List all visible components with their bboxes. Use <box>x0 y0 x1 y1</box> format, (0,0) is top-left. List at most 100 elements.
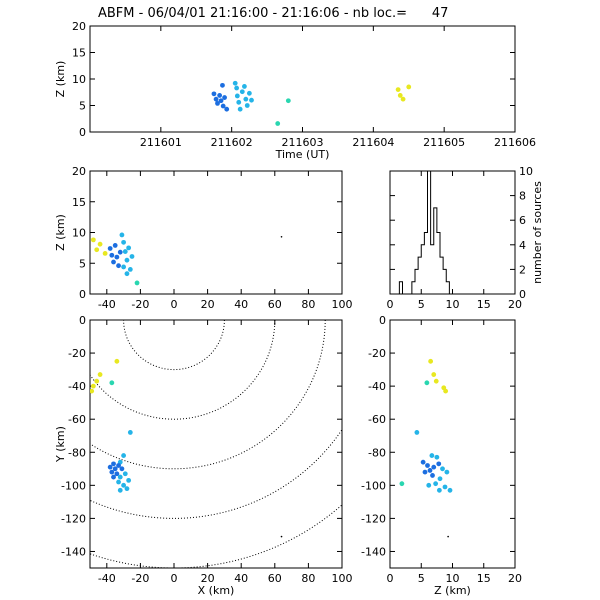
data-point <box>430 473 435 478</box>
data-point <box>447 487 453 493</box>
x-tick-label: 60 <box>268 298 282 311</box>
data-point <box>406 84 412 90</box>
data-point <box>90 383 96 389</box>
x-tick-label: 211601 <box>140 136 182 149</box>
y-tick-label: -100 <box>361 479 386 492</box>
data-point <box>414 430 420 435</box>
data-point <box>433 481 439 487</box>
data-point <box>116 263 121 269</box>
data-point <box>244 103 250 108</box>
data-point <box>422 469 428 475</box>
x-z-y-axis-label: Z (km) <box>54 214 67 251</box>
x-tick-label: 60 <box>268 572 282 585</box>
x-tick-label: 211604 <box>352 136 394 149</box>
data-point <box>117 474 123 480</box>
data-point <box>239 89 245 95</box>
x-y-y-axis-label: Y (km) <box>54 426 67 463</box>
x-tick-label: 20 <box>508 572 522 585</box>
data-point <box>124 271 130 277</box>
time-height-x-axis-label: Time (UT) <box>275 148 330 161</box>
x-tick-label: -20 <box>131 298 149 311</box>
z-y-panel: 0 5 10 15 20 -140 -120 -100 -80 -60 -40 -20 0 Z (km) <box>361 314 522 597</box>
data-point <box>242 84 247 89</box>
y-tick-label: -60 <box>68 413 86 426</box>
data-point <box>117 487 123 493</box>
data-point <box>395 87 401 92</box>
x-tick-label: -40 <box>98 298 116 311</box>
y-tick-label: -80 <box>368 446 386 459</box>
data-point <box>112 243 118 248</box>
data-point <box>426 482 432 488</box>
data-point <box>102 251 108 256</box>
y-tick-label: 5 <box>79 100 86 113</box>
x-z-panel: -40 -20 0 20 40 60 80 100 0 5 10 15 20 Z (km) <box>54 165 353 311</box>
data-point <box>434 454 440 460</box>
y-tick-label: 6 <box>519 214 526 227</box>
data-point <box>124 257 130 263</box>
y-tick-label: 10 <box>519 165 533 178</box>
y-tick-label: 0 <box>79 126 86 139</box>
time-height-frame <box>89 25 516 133</box>
data-point <box>224 106 230 112</box>
x-tick-label: 40 <box>234 298 248 311</box>
x-tick-label: 5 <box>418 298 425 311</box>
y-tick-label: 2 <box>519 263 526 276</box>
time-height-panel: 211601 211602 211603 211604 211605 211606 0 5 10… <box>54 20 536 161</box>
histogram-bar <box>431 245 434 294</box>
y-tick-label: -140 <box>361 545 386 558</box>
time-height-y-axis-label: Z (km) <box>54 61 67 98</box>
x-tick-label: 211605 <box>423 136 465 149</box>
y-tick-label: -100 <box>61 479 86 492</box>
y-tick-label: 4 <box>519 239 526 252</box>
data-point <box>236 99 242 105</box>
y-tick-label: -20 <box>68 347 86 360</box>
data-point <box>124 486 130 492</box>
data-point <box>243 96 249 102</box>
data-point <box>232 80 238 86</box>
data-point <box>94 378 100 384</box>
x-tick-label: 20 <box>201 572 215 585</box>
x-tick-label: 10 <box>446 298 460 311</box>
x-tick-label: 10 <box>446 572 460 585</box>
y-tick-label: -80 <box>68 446 86 459</box>
y-tick-label: 0 <box>379 314 386 327</box>
data-point <box>234 93 240 99</box>
y-tick-label: 20 <box>72 165 86 178</box>
data-point <box>97 372 103 377</box>
data-point <box>107 464 113 470</box>
x-tick-label: 40 <box>234 572 248 585</box>
data-point <box>112 466 118 472</box>
data-point <box>111 461 116 467</box>
y-tick-label: 0 <box>79 314 86 327</box>
data-point <box>424 380 430 386</box>
y-tick-label: 20 <box>72 20 86 33</box>
range-rings <box>90 320 342 568</box>
data-point <box>433 378 439 384</box>
x-tick-label: 20 <box>508 298 522 311</box>
data-point <box>111 259 116 265</box>
data-point <box>437 476 443 482</box>
y-tick-label: 10 <box>72 73 86 86</box>
data-point <box>431 464 437 470</box>
data-point <box>116 479 121 485</box>
data-point <box>119 466 125 472</box>
z-y-x-axis-label: Z (km) <box>434 584 471 597</box>
data-point <box>275 121 281 126</box>
data-point <box>107 246 113 251</box>
data-point <box>111 474 116 480</box>
data-point <box>431 372 437 377</box>
data-point <box>109 252 115 258</box>
data-point <box>94 247 100 253</box>
y-tick-label: -120 <box>361 512 386 525</box>
y-tick-label: -60 <box>368 413 386 426</box>
x-tick-label: 0 <box>171 572 178 585</box>
y-tick-label: 15 <box>72 196 86 209</box>
x-tick-label: 100 <box>332 572 353 585</box>
data-point <box>400 96 406 102</box>
data-point <box>114 471 120 477</box>
data-point <box>129 254 135 259</box>
x-tick-label: 15 <box>477 298 491 311</box>
data-point <box>280 535 283 538</box>
y-tick-label: -40 <box>368 380 386 393</box>
